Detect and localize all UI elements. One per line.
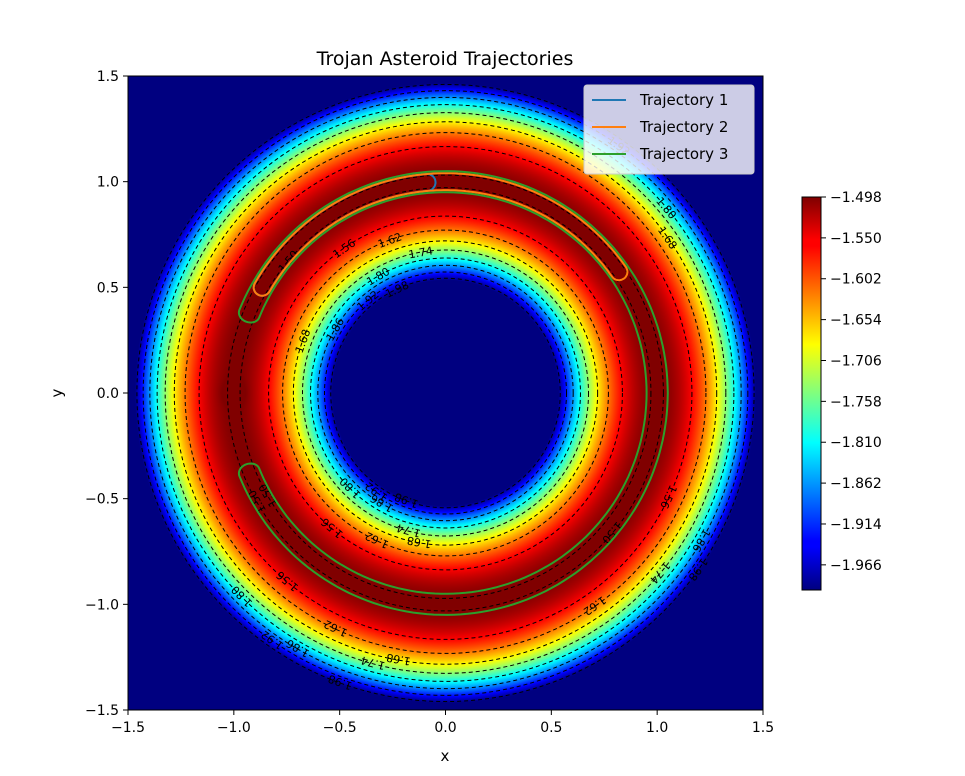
y-tick-label: −0.5: [85, 492, 119, 508]
legend-label: Trajectory 3: [639, 145, 728, 163]
contour-line: [239, 187, 652, 599]
colorbar-tick-label: −1.550: [830, 231, 882, 247]
contour-label: 1.68: [385, 651, 411, 668]
contour-line: [156, 104, 735, 682]
colorbar-gradient: [801, 196, 822, 591]
colorbar-tick-label: −1.602: [830, 272, 882, 288]
colorbar-ticks: −1.498 −1.550 −1.602 −1.654 −1.706 −1.758 −1.8…: [821, 190, 882, 574]
trajectory-line: [252, 172, 629, 297]
y-axis-label: y: [48, 388, 66, 397]
heatmap-layer: [128, 76, 763, 710]
contour-lines: [136, 83, 755, 703]
legend-label: Trajectory 1: [639, 91, 728, 109]
x-axis: −1.5 −1.0 −0.5 0.0 0.5 1.0 1.5: [111, 710, 774, 736]
contour-line: [173, 121, 718, 665]
contour-line: [164, 112, 727, 674]
x-tick-label: 1.0: [646, 720, 668, 736]
trajectory-line: [237, 170, 669, 616]
legend: Trajectory 1 Trajectory 2 Trajectory 3: [583, 84, 755, 175]
colorbar-tick-label: −1.966: [830, 558, 882, 574]
chart-title: Trojan Asteroid Trajectories: [316, 48, 574, 70]
x-tick-label: 0.0: [434, 720, 456, 736]
contour-line: [198, 146, 693, 640]
x-tick-label: −1.5: [111, 720, 145, 736]
contour-label: 1.74: [360, 653, 387, 672]
colorbar: −1.498 −1.550 −1.602 −1.654 −1.706 −1.758 −1.8…: [801, 190, 882, 591]
x-tick-label: −0.5: [323, 720, 357, 736]
y-axis: −1.5 −1.0 −0.5 0.0 0.5 1.0 1.5: [85, 69, 128, 719]
legend-label: Trajectory 2: [639, 118, 728, 136]
colorbar-tick-label: −1.654: [830, 313, 882, 329]
contour-line: [301, 249, 590, 537]
contour-line: [268, 215, 623, 571]
contour-line: [136, 83, 755, 703]
y-tick-label: −1.5: [85, 703, 119, 719]
contour-line: [292, 240, 599, 546]
x-tick-label: 0.5: [540, 720, 562, 736]
y-tick-label: 0.5: [97, 280, 119, 296]
contour-line: [142, 90, 749, 696]
contour-labels: 1.501.501.501.501.561.561.561.561.621.62…: [229, 134, 713, 693]
contour-line: [323, 271, 568, 515]
y-tick-label: 0.0: [97, 386, 119, 402]
colorbar-tick-label: −1.498: [830, 190, 882, 206]
x-tick-label: 1.5: [752, 720, 774, 736]
y-tick-label: −1.0: [85, 597, 119, 613]
contour-line: [330, 277, 561, 509]
trajectory-lines: [237, 170, 669, 616]
contour-line: [317, 264, 574, 522]
colorbar-tick-label: −1.914: [830, 517, 882, 533]
contour-line: [227, 174, 664, 612]
legend-box: [583, 84, 755, 175]
y-tick-label: 1.0: [97, 175, 119, 191]
contour-line: [184, 132, 707, 654]
colorbar-tick-label: −1.810: [830, 435, 882, 451]
colorbar-tick-label: −1.706: [830, 353, 882, 369]
contour-line: [149, 96, 742, 690]
contour-line: [310, 257, 581, 529]
x-tick-label: −1.0: [217, 720, 251, 736]
colorbar-tick-label: −1.758: [830, 394, 882, 410]
contour-label: 1.74: [395, 521, 422, 540]
contour-label: 1.68: [406, 534, 432, 551]
x-axis-label: x: [441, 747, 450, 765]
colorbar-tick-label: −1.862: [830, 476, 882, 492]
contour-line: [282, 229, 609, 557]
contour-label: 1.74: [408, 244, 434, 261]
y-tick-label: 1.5: [97, 69, 119, 85]
